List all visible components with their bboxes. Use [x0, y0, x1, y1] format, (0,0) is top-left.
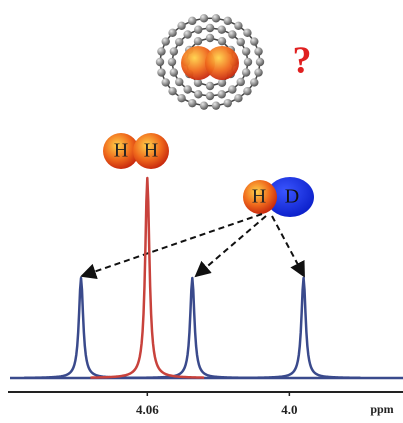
carbon-atom	[188, 17, 196, 25]
carbon-atom	[218, 90, 226, 98]
carbon-atom	[237, 38, 245, 46]
carbon-atom	[168, 87, 176, 95]
carbon-atom	[162, 37, 170, 45]
x-tick-label: 4.06	[136, 402, 159, 417]
carbon-atom	[250, 78, 258, 86]
x-tick-label: 4.0	[281, 402, 297, 417]
plot-area	[10, 178, 403, 378]
carbon-atom	[250, 37, 258, 45]
carbon-atom	[206, 34, 214, 42]
carbon-atom	[244, 58, 252, 66]
carbon-atom	[175, 38, 183, 46]
carbon-atom	[206, 82, 214, 90]
carbon-atom	[157, 68, 165, 76]
carbon-atom	[162, 78, 170, 86]
carbon-atom	[224, 17, 232, 25]
carbon-atom	[256, 58, 264, 66]
carbon-atom	[183, 30, 191, 38]
carbon-atom	[234, 22, 242, 30]
carbon-atom	[177, 22, 185, 30]
carbon-atom	[228, 85, 236, 93]
atom-label: H	[144, 140, 158, 162]
carbon-atom	[243, 87, 251, 95]
encapsulated-h2	[181, 46, 239, 80]
peak	[247, 278, 361, 378]
carbon-atom	[175, 78, 183, 86]
carbon-atom	[200, 14, 208, 22]
carbon-atom	[170, 47, 178, 55]
chart: ? H H H D ppm 4.06 4.0	[0, 0, 403, 423]
question-mark: ?	[293, 40, 312, 82]
atom-label: D	[285, 186, 299, 208]
carbon-atom	[228, 30, 236, 38]
carbon-atom	[177, 94, 185, 102]
carbon-atom	[234, 94, 242, 102]
carbon-atom	[242, 68, 250, 76]
carbon-atom	[218, 25, 226, 33]
arrows	[82, 214, 304, 276]
carbon-atom	[224, 99, 232, 107]
carbon-atom	[254, 47, 262, 55]
carbon-atom	[157, 47, 165, 55]
atom-label: H	[252, 186, 266, 208]
carbon-atom	[194, 90, 202, 98]
atom-label: H	[114, 140, 128, 162]
carbon-atom	[237, 78, 245, 86]
carbon-atom	[242, 47, 250, 55]
carbon-atom	[183, 85, 191, 93]
peak	[24, 278, 138, 378]
carbon-atom	[194, 37, 202, 45]
x-axis-label: ppm	[370, 402, 393, 416]
carbon-atom	[194, 25, 202, 33]
carbon-atom	[156, 58, 164, 66]
carbon-atom	[206, 92, 214, 100]
carbon-atom	[200, 101, 208, 109]
carbon-atom	[170, 68, 178, 76]
carbon-atom	[212, 14, 220, 22]
carbon-atom	[188, 99, 196, 107]
carbon-atom	[168, 58, 176, 66]
carbon-atom	[168, 29, 176, 37]
carbon-atom	[243, 29, 251, 37]
carbon-atom	[254, 68, 262, 76]
carbon-atom	[218, 37, 226, 45]
carbon-atom	[212, 101, 220, 109]
carbon-atom	[206, 24, 214, 32]
